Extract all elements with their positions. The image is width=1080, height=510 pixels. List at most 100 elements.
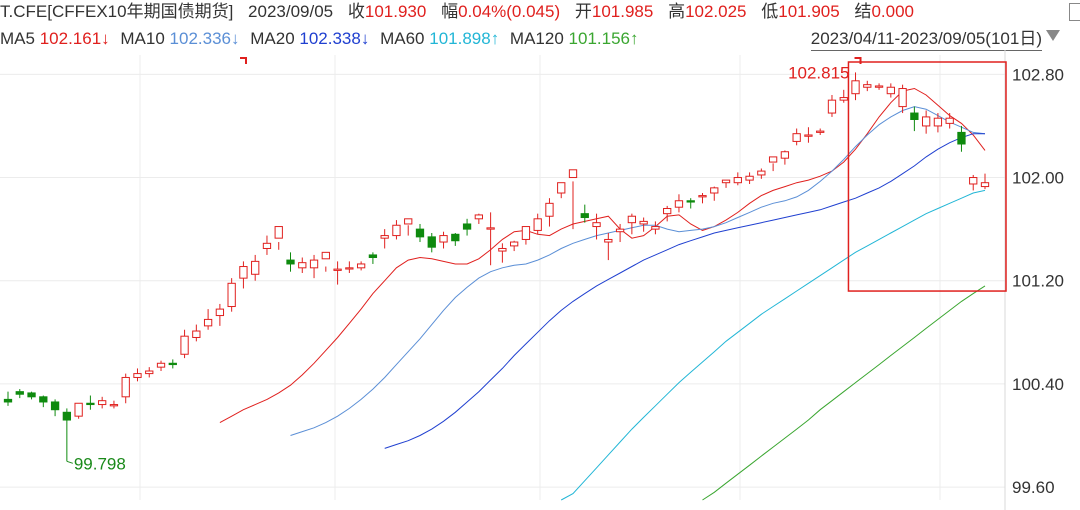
candle	[839, 89, 848, 103]
candle-body	[180, 335, 189, 355]
candle-body	[262, 242, 272, 249]
candle-body	[921, 116, 931, 127]
candle-body	[345, 267, 354, 270]
candle	[392, 220, 401, 240]
candle	[227, 278, 236, 312]
candle	[533, 213, 542, 235]
candle-body	[710, 187, 719, 194]
candle	[192, 324, 201, 342]
ma-line-ma20	[384, 133, 985, 449]
candle	[721, 179, 731, 188]
candle-body	[533, 218, 542, 231]
candle	[921, 110, 931, 134]
candle	[121, 373, 130, 404]
candle-body	[615, 228, 625, 233]
candle-body	[957, 131, 966, 145]
candle-body	[39, 396, 48, 403]
candle	[580, 204, 589, 223]
candle	[251, 254, 260, 281]
candle-body	[427, 236, 436, 248]
candle-body	[627, 215, 637, 224]
candle-body	[309, 259, 319, 269]
candle	[816, 128, 825, 135]
candle	[109, 400, 119, 409]
candle	[321, 251, 330, 272]
candle-body	[816, 130, 825, 133]
date: 2023/09/05	[248, 2, 334, 21]
candle-body	[74, 402, 83, 417]
candle-body	[604, 238, 613, 243]
candle-body	[510, 241, 519, 247]
high-value: 102.025	[685, 2, 747, 21]
candle	[557, 182, 566, 199]
candle	[980, 173, 990, 190]
candle-body	[580, 213, 589, 219]
candle-body	[780, 151, 790, 159]
candle	[262, 235, 272, 255]
candle	[462, 218, 472, 236]
date-range-selector[interactable]: 2023/04/11-2023/09/05(101日)	[810, 28, 1042, 51]
ma10-dir-icon: ↓	[231, 29, 240, 48]
candle-body	[227, 282, 236, 308]
candle-body	[27, 392, 36, 398]
candle-body	[545, 202, 554, 217]
candle	[592, 213, 601, 240]
candle-body	[62, 411, 72, 421]
candle	[568, 169, 578, 230]
candle	[156, 360, 166, 372]
candle-body	[745, 175, 754, 181]
candle	[427, 233, 436, 253]
candle-body	[286, 259, 295, 265]
candle-body	[721, 179, 731, 184]
ma-line-ma120	[702, 285, 986, 501]
candle	[663, 205, 672, 222]
ma60-item: MA60 101.898↑	[380, 29, 504, 48]
candle	[851, 72, 860, 101]
ma10-item: MA10 102.336↓	[120, 29, 244, 48]
candle	[863, 80, 872, 92]
candle-body	[792, 133, 801, 142]
candle-body	[98, 400, 107, 406]
close-label: 收	[347, 2, 365, 21]
candle-body	[15, 391, 24, 395]
ma60-dir-icon: ↑	[490, 29, 500, 48]
low-price-label: 99.798	[74, 454, 126, 473]
ma20-name: MA20	[250, 29, 295, 48]
ma10-name: MA10	[120, 29, 165, 48]
candle	[145, 367, 154, 378]
candle	[286, 252, 295, 272]
candle	[133, 368, 142, 382]
candle-body	[474, 214, 483, 220]
ma-line-ma10	[290, 106, 986, 436]
ma5-value: 102.161	[39, 29, 102, 48]
header-edge-icon[interactable]	[1069, 3, 1080, 21]
open-label: 开	[574, 2, 592, 21]
candle-body	[498, 247, 507, 252]
range-high-marker	[854, 57, 862, 64]
candle-body	[839, 97, 848, 101]
ma-line-ma60	[560, 189, 986, 501]
high-price-label: 102.815	[788, 63, 849, 82]
candle	[945, 113, 954, 129]
candle-body	[827, 99, 837, 114]
candle-body	[415, 228, 425, 238]
chevron-down-icon[interactable]	[1046, 30, 1060, 41]
ma20-value: 102.338	[299, 29, 361, 48]
candle	[874, 83, 884, 90]
candle-body	[804, 134, 813, 137]
candle	[415, 223, 425, 243]
ma120-value: 101.156	[568, 29, 630, 48]
low-value: 101.905	[778, 2, 840, 21]
candle-body	[733, 177, 742, 184]
candle-body	[521, 226, 531, 240]
candle-body	[168, 362, 177, 366]
candle-body	[462, 223, 472, 230]
candle	[309, 254, 319, 279]
candle-body	[698, 195, 707, 198]
highlight-box	[847, 61, 1007, 292]
candle-body	[50, 401, 60, 411]
candle	[15, 389, 24, 399]
candle-body	[686, 200, 695, 203]
candle	[439, 231, 448, 249]
